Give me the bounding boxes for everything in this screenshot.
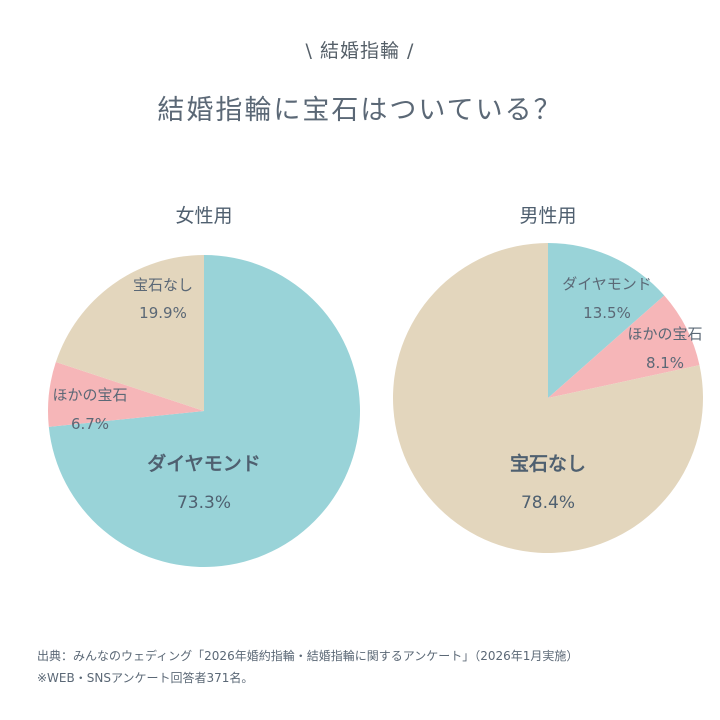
source-note: 出典：みんなのウェディング「2026年婚約指輪・結婚指輪に関するアンケート」（2… (37, 645, 578, 689)
chart-title: 結婚指輪に宝石はついている？ (157, 95, 563, 126)
slice-percent: 8.1% (646, 354, 684, 372)
pie-title: 男性用 (519, 205, 576, 227)
slice-label: ほかの宝石 (627, 325, 702, 343)
pie-title: 女性用 (175, 205, 232, 227)
slice-label: 宝石なし (133, 276, 193, 294)
pie-slice (548, 243, 665, 398)
section-tag: \ 結婚指輪 / (305, 40, 415, 62)
pie-women: ダイヤモンド 73.3% ほかの宝石 6.7% 宝石なし 19.9% 女性用 (48, 205, 360, 567)
slice-percent: 78.4% (521, 493, 575, 513)
slice-percent: 73.3% (177, 493, 231, 513)
slice-label: ほかの宝石 (52, 386, 127, 404)
pie-slice (48, 362, 204, 427)
slice-label: 宝石なし (510, 452, 586, 475)
pie-slice (48, 255, 360, 567)
slice-percent: 6.7% (71, 415, 109, 433)
pie-slice (55, 255, 205, 411)
slice-label: ダイヤモンド (562, 275, 652, 293)
pie-slice (548, 295, 700, 398)
respondent-note: ※WEB・SNSアンケート回答者371名。 (37, 671, 254, 685)
slice-percent: 19.9% (139, 304, 187, 322)
pie-men: ダイヤモンド 13.5% ほかの宝石 8.1% 宝石なし 78.4% 男性用 (393, 205, 703, 553)
slice-percent: 13.5% (583, 304, 631, 322)
slice-label: ダイヤモンド (147, 452, 260, 475)
pie-slice (393, 243, 703, 553)
source-text: 出典：みんなのウェディング「2026年婚約指輪・結婚指輪に関するアンケート」（2… (37, 649, 579, 663)
